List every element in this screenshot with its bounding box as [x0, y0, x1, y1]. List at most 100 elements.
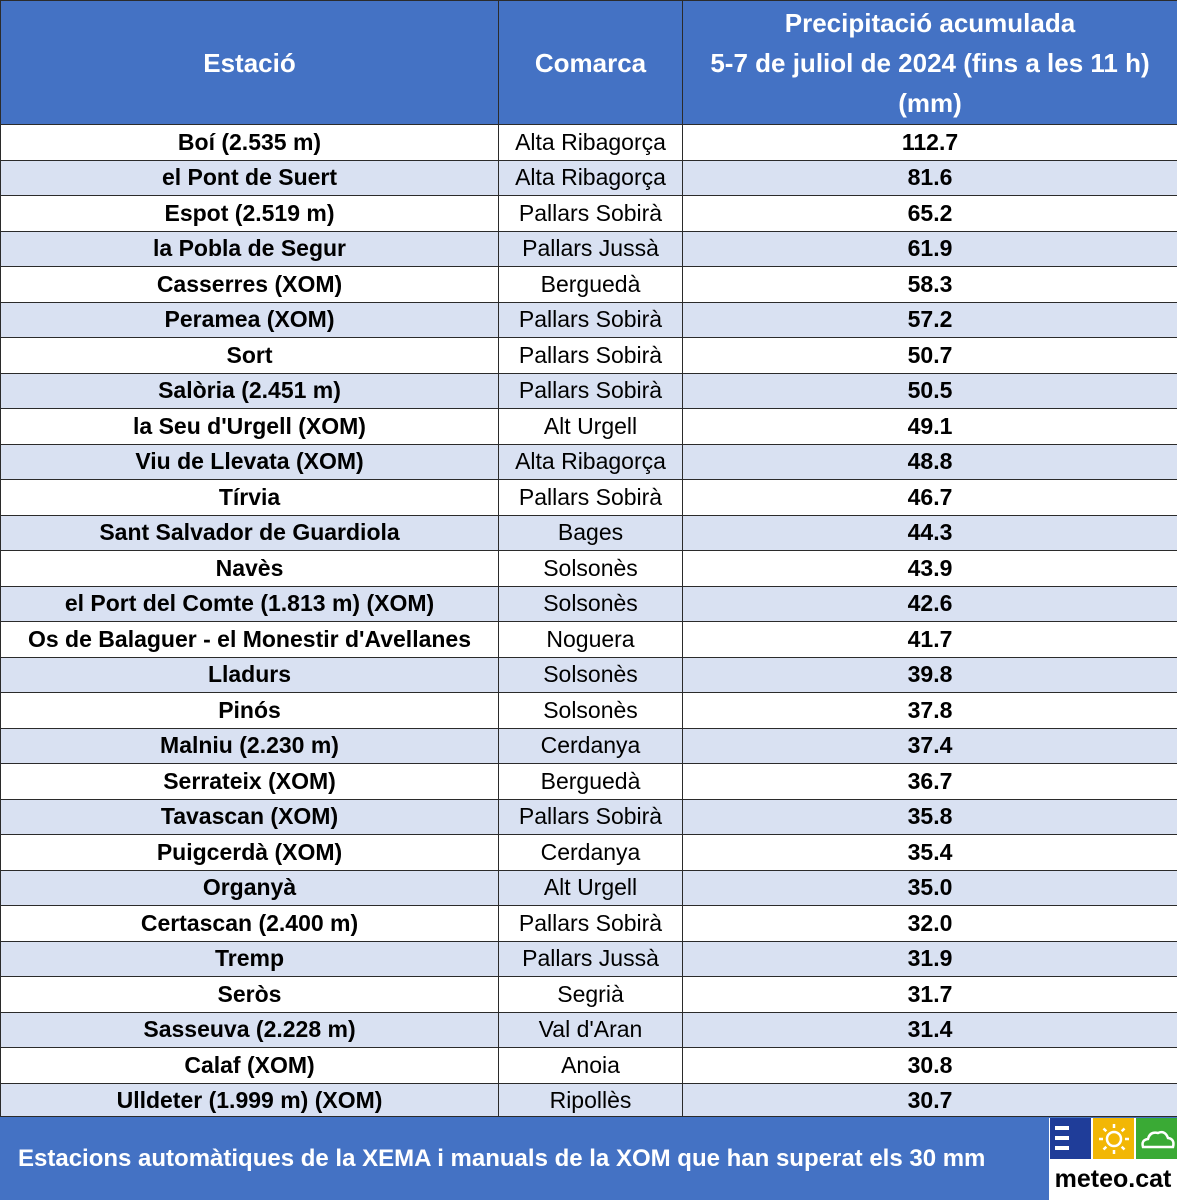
- region-cell: Berguedà: [498, 266, 683, 303]
- value-cell: 81.6: [682, 159, 1177, 196]
- value-cell: 41.7: [682, 621, 1177, 658]
- header-region: Comarca: [498, 0, 683, 125]
- cloud-icon: [1141, 1130, 1175, 1149]
- meteocat-logo: meteo.cat: [1049, 1118, 1177, 1200]
- header-precipitation-line2: 5-7 de juliol de 2024 (fins a les 11 h): [710, 47, 1150, 78]
- header-precipitation: Precipitació acumulada 5-7 de juliol de …: [682, 0, 1177, 125]
- table-row: Navès Solsonès 43.9: [0, 550, 1177, 587]
- bars-icon: [1055, 1126, 1069, 1150]
- footer-caption: Estacions automàtiques de la XEMA i manu…: [18, 1145, 986, 1172]
- station-cell: la Pobla de Segur: [0, 230, 499, 267]
- region-cell: Pallars Sobirà: [498, 479, 683, 516]
- value-cell: 50.5: [682, 372, 1177, 409]
- region-cell: Berguedà: [498, 763, 683, 800]
- sun-icon: [1099, 1124, 1129, 1154]
- value-cell: 43.9: [682, 550, 1177, 587]
- precipitation-table: Estació Comarca Precipitació acumulada 5…: [0, 0, 1177, 1119]
- region-cell: Segrià: [498, 976, 683, 1013]
- region-cell: Solsonès: [498, 550, 683, 587]
- station-cell: Malniu (2.230 m): [0, 727, 499, 764]
- table-header-row: Estació Comarca Precipitació acumulada 5…: [0, 0, 1177, 125]
- region-cell: Pallars Sobirà: [498, 301, 683, 338]
- value-cell: 35.4: [682, 834, 1177, 871]
- region-cell: Solsonès: [498, 656, 683, 693]
- station-cell: Boí (2.535 m): [0, 124, 499, 161]
- station-cell: Sasseuva (2.228 m): [0, 1011, 499, 1048]
- logo-text: meteo.cat: [1054, 1165, 1172, 1193]
- value-cell: 39.8: [682, 656, 1177, 693]
- region-cell: Pallars Jussà: [498, 230, 683, 267]
- station-cell: Certascan (2.400 m): [0, 905, 499, 942]
- table-body: Boí (2.535 m) Alta Ribagorça 112.7 el Pont …: [0, 124, 1177, 1119]
- station-cell: Lladurs: [0, 656, 499, 693]
- station-cell: Ulldeter (1.999 m) (XOM): [0, 1082, 499, 1119]
- region-cell: Alt Urgell: [498, 408, 683, 445]
- value-cell: 35.8: [682, 798, 1177, 835]
- table-row: Organyà Alt Urgell 35.0: [0, 869, 1177, 906]
- header-precipitation-line1: Precipitació acumulada: [784, 7, 1076, 38]
- station-cell: el Pont de Suert: [0, 159, 499, 196]
- region-cell: Anoia: [498, 1047, 683, 1084]
- value-cell: 37.8: [682, 692, 1177, 729]
- region-cell: Pallars Sobirà: [498, 372, 683, 409]
- station-cell: Os de Balaguer - el Monestir d'Avellanes: [0, 621, 499, 658]
- value-cell: 37.4: [682, 727, 1177, 764]
- region-cell: Alta Ribagorça: [498, 159, 683, 196]
- table-row: la Seu d'Urgell (XOM) Alt Urgell 49.1: [0, 408, 1177, 445]
- value-cell: 65.2: [682, 195, 1177, 232]
- table-row: Salòria (2.451 m) Pallars Sobirà 50.5: [0, 372, 1177, 409]
- region-cell: Pallars Sobirà: [498, 905, 683, 942]
- station-cell: Espot (2.519 m): [0, 195, 499, 232]
- value-cell: 57.2: [682, 301, 1177, 338]
- station-cell: Tremp: [0, 940, 499, 977]
- region-cell: Cerdanya: [498, 834, 683, 871]
- region-cell: Solsonès: [498, 585, 683, 622]
- table-row: Seròs Segrià 31.7: [0, 976, 1177, 1013]
- station-cell: Pinós: [0, 692, 499, 729]
- value-cell: 112.7: [682, 124, 1177, 161]
- value-cell: 32.0: [682, 905, 1177, 942]
- table-row: Sant Salvador de Guardiola Bages 44.3: [0, 514, 1177, 551]
- table-row: Sasseuva (2.228 m) Val d'Aran 31.4: [0, 1011, 1177, 1048]
- table-row: Calaf (XOM) Anoia 30.8: [0, 1047, 1177, 1084]
- region-cell: Val d'Aran: [498, 1011, 683, 1048]
- table-row: Espot (2.519 m) Pallars Sobirà 65.2: [0, 195, 1177, 232]
- table-row: Malniu (2.230 m) Cerdanya 37.4: [0, 727, 1177, 764]
- station-cell: Seròs: [0, 976, 499, 1013]
- station-cell: Casserres (XOM): [0, 266, 499, 303]
- value-cell: 48.8: [682, 443, 1177, 480]
- table-row: el Port del Comte (1.813 m) (XOM) Solsonè…: [0, 585, 1177, 622]
- value-cell: 35.0: [682, 869, 1177, 906]
- station-cell: Viu de Llevata (XOM): [0, 443, 499, 480]
- table-row: Tírvia Pallars Sobirà 46.7: [0, 479, 1177, 516]
- region-cell: Ripollès: [498, 1082, 683, 1119]
- table-row: Os de Balaguer - el Monestir d'Avellanes…: [0, 621, 1177, 658]
- station-cell: Tavascan (XOM): [0, 798, 499, 835]
- region-cell: Solsonès: [498, 692, 683, 729]
- region-cell: Pallars Jussà: [498, 940, 683, 977]
- table-row: Pinós Solsonès 37.8: [0, 692, 1177, 729]
- station-cell: Sort: [0, 337, 499, 374]
- station-cell: Peramea (XOM): [0, 301, 499, 338]
- table-row: Tremp Pallars Jussà 31.9: [0, 940, 1177, 977]
- table-row: Viu de Llevata (XOM) Alta Ribagorça 48.8: [0, 443, 1177, 480]
- value-cell: 46.7: [682, 479, 1177, 516]
- value-cell: 58.3: [682, 266, 1177, 303]
- footer-bar: Estacions automàtiques de la XEMA i manu…: [0, 1116, 1177, 1200]
- region-cell: Pallars Sobirà: [498, 337, 683, 374]
- value-cell: 61.9: [682, 230, 1177, 267]
- region-cell: Bages: [498, 514, 683, 551]
- header-precipitation-line3: (mm): [898, 87, 962, 118]
- table-row: Peramea (XOM) Pallars Sobirà 57.2: [0, 301, 1177, 338]
- value-cell: 31.9: [682, 940, 1177, 977]
- station-cell: Salòria (2.451 m): [0, 372, 499, 409]
- region-cell: Pallars Sobirà: [498, 195, 683, 232]
- table-row: Ulldeter (1.999 m) (XOM) Ripollès 30.7: [0, 1082, 1177, 1119]
- value-cell: 50.7: [682, 337, 1177, 374]
- station-cell: Serrateix (XOM): [0, 763, 499, 800]
- region-cell: Pallars Sobirà: [498, 798, 683, 835]
- table-row: Casserres (XOM) Berguedà 58.3: [0, 266, 1177, 303]
- region-cell: Cerdanya: [498, 727, 683, 764]
- header-station: Estació: [0, 0, 499, 125]
